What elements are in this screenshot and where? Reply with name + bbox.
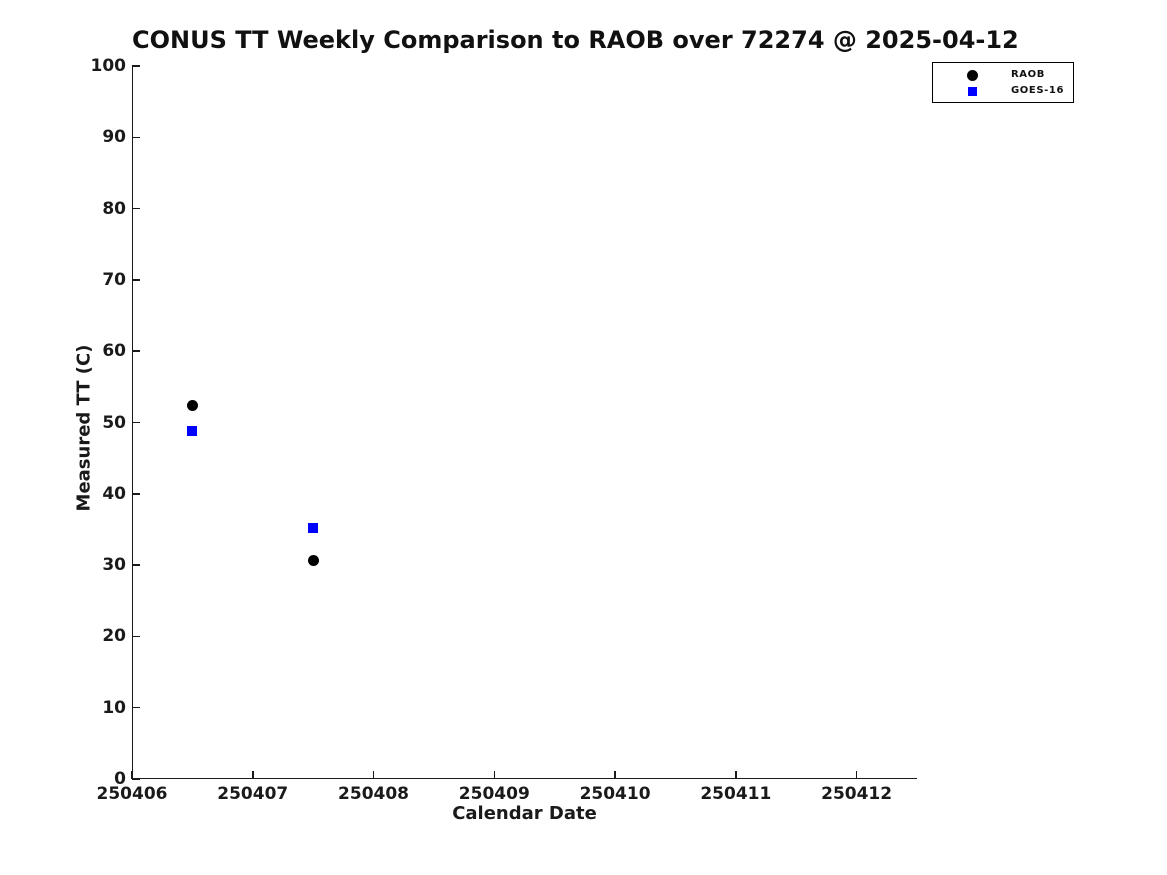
x-tick-label: 250412: [821, 784, 893, 804]
y-tick-mark: [132, 635, 140, 638]
y-tick-label: 100: [90, 56, 127, 76]
legend-marker-cell: [933, 86, 1011, 96]
raob-data-point: [186, 399, 198, 411]
y-tick-mark: [132, 564, 140, 566]
y-tick-mark: [132, 421, 140, 424]
plot-area: [132, 66, 917, 779]
y-tick-label: 20: [102, 626, 126, 647]
y-tick-mark: [132, 706, 140, 709]
chart-title: CONUS TT Weekly Comparison to RAOB over …: [132, 26, 1019, 54]
y-tick-mark: [132, 778, 140, 780]
y-tick-label: 0: [114, 769, 126, 789]
y-tick-mark: [132, 350, 140, 352]
raob-data-point: [307, 554, 319, 566]
legend-label-raob: RAOB: [1011, 69, 1045, 80]
y-tick-label: 40: [102, 483, 126, 504]
goes-16-data-point: [187, 426, 198, 437]
y-tick-mark: [132, 493, 140, 495]
y-tick-label: 50: [102, 412, 126, 433]
y-tick-mark: [132, 207, 140, 210]
y-tick-mark: [132, 136, 140, 139]
y-tick-label: 80: [102, 198, 126, 219]
y-tick-label: 60: [102, 341, 126, 362]
x-axis-label: Calendar Date: [452, 803, 597, 824]
legend-item-goes16: GOES-16: [933, 83, 1073, 99]
y-tick-label: 70: [102, 269, 126, 290]
x-tick-mark: [493, 771, 496, 779]
y-tick-label: 30: [102, 555, 126, 576]
x-tick-mark: [855, 771, 858, 779]
x-tick-label: 250408: [338, 784, 410, 804]
x-tick-mark: [252, 771, 254, 779]
y-tick-mark: [132, 279, 140, 281]
x-tick-label: 250411: [700, 784, 772, 804]
x-tick-label: 250410: [579, 784, 651, 804]
legend-item-raob: RAOB: [933, 67, 1073, 83]
legend-marker-cell: [933, 69, 1011, 81]
x-tick-mark: [614, 771, 616, 779]
goes-16-data-point: [308, 523, 319, 534]
x-tick-label: 250407: [217, 784, 289, 804]
goes16-square-icon: [967, 86, 977, 96]
x-tick-label: 250406: [96, 784, 168, 804]
legend: RAOB GOES-16: [932, 62, 1074, 103]
x-tick-mark: [131, 771, 133, 779]
legend-label-goes16: GOES-16: [1011, 85, 1065, 96]
y-tick-label: 10: [102, 697, 126, 718]
x-tick-label: 250409: [458, 784, 530, 804]
y-tick-mark: [132, 65, 140, 67]
x-tick-mark: [372, 771, 375, 779]
raob-circle-icon: [966, 69, 978, 81]
y-tick-label: 90: [102, 127, 126, 148]
x-tick-mark: [735, 771, 737, 779]
